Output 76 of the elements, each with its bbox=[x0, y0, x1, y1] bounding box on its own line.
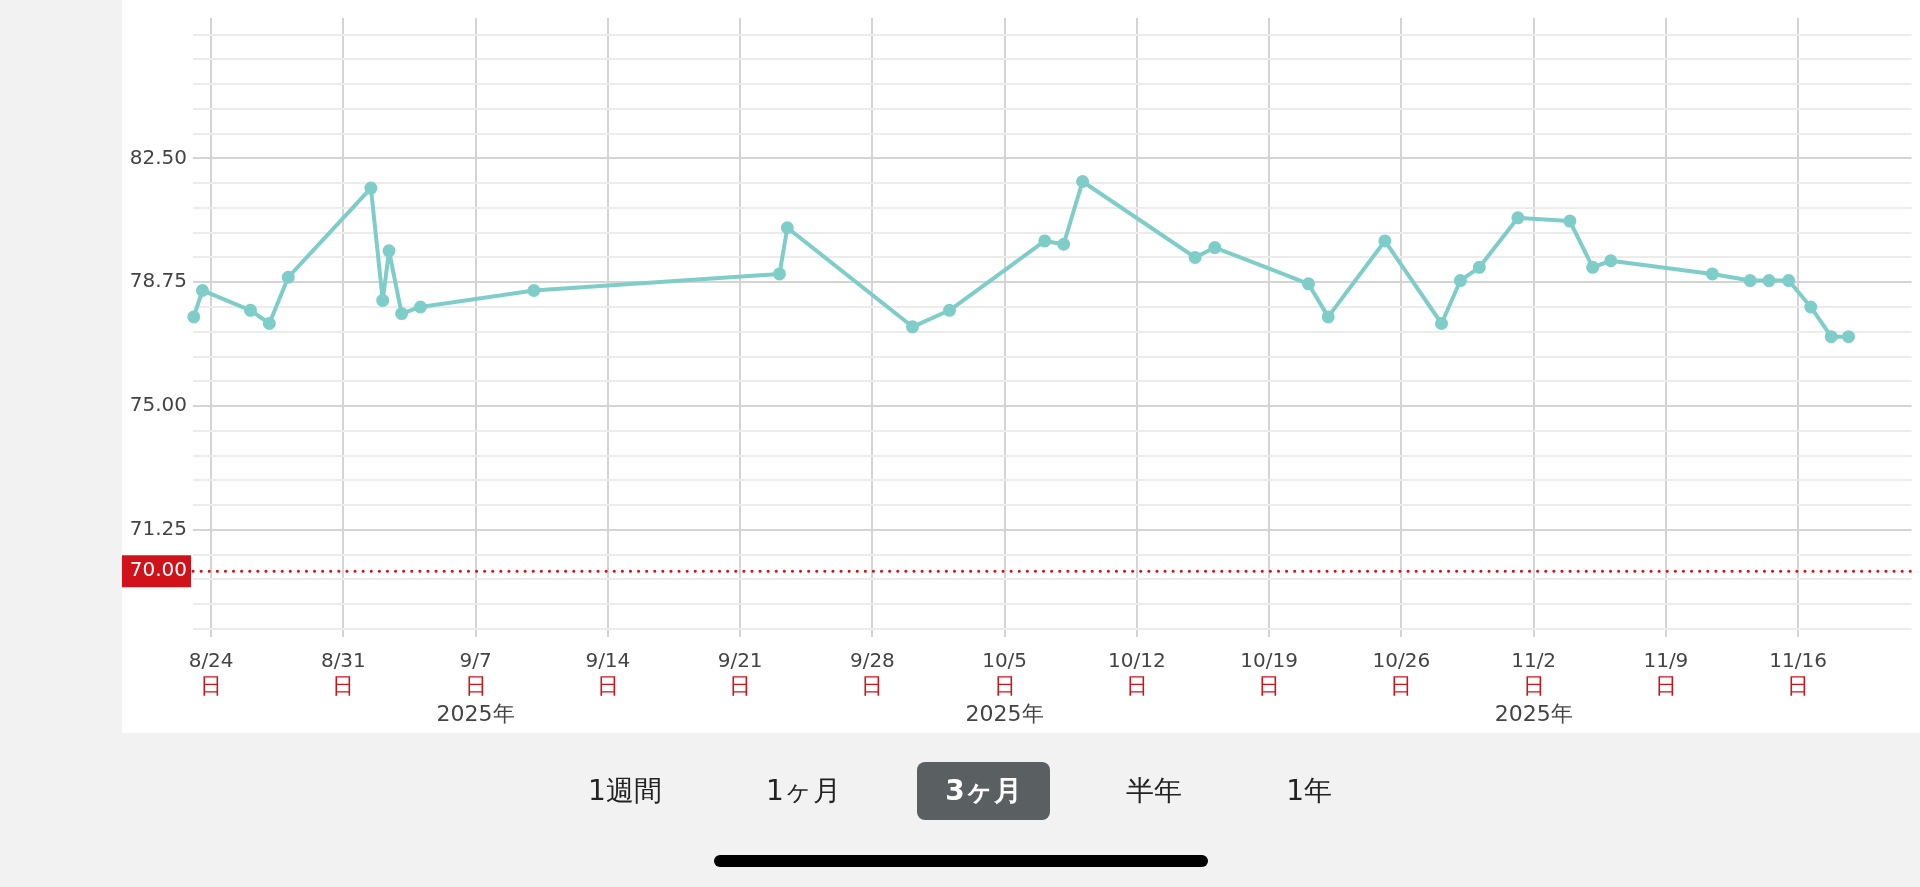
x-tick-label: 8/31 bbox=[320, 648, 366, 673]
text: 日 bbox=[1654, 672, 1677, 698]
text: 日 bbox=[1522, 672, 1545, 698]
x-tick-label: 8/24 bbox=[188, 648, 234, 673]
point bbox=[382, 244, 396, 258]
text: 2025年 bbox=[1494, 700, 1573, 726]
point bbox=[906, 320, 920, 334]
point bbox=[1604, 254, 1618, 268]
x-tick-label: 9/14 bbox=[585, 648, 631, 673]
x-tick-label: 9/7 bbox=[459, 648, 492, 673]
point bbox=[243, 303, 257, 317]
text: 日 bbox=[596, 672, 619, 698]
x-tick-label: 10/26 bbox=[1372, 648, 1431, 673]
point bbox=[262, 317, 276, 330]
point bbox=[1804, 300, 1818, 314]
x-tick-label: 11/9 bbox=[1643, 648, 1689, 673]
point bbox=[772, 267, 786, 281]
x-tick-label: 10/12 bbox=[1108, 648, 1166, 673]
y-tick-label: 78.75 bbox=[129, 268, 187, 293]
text: 1週間 bbox=[587, 773, 663, 809]
x-tick-label: 9/21 bbox=[717, 648, 763, 673]
point bbox=[1057, 237, 1071, 251]
point bbox=[1472, 260, 1486, 274]
text: 日 bbox=[1787, 672, 1810, 698]
text: 日 bbox=[464, 672, 487, 698]
point bbox=[1563, 214, 1577, 228]
point bbox=[1076, 174, 1090, 188]
text: 日 bbox=[1258, 672, 1281, 698]
text: 日 bbox=[1125, 672, 1148, 698]
point bbox=[195, 283, 209, 297]
point bbox=[187, 310, 201, 324]
text: 1年 bbox=[1285, 773, 1333, 809]
text: 日 bbox=[332, 672, 355, 698]
point bbox=[1511, 211, 1525, 225]
x-tick-label: 9/28 bbox=[849, 648, 895, 673]
text: 2025年 bbox=[436, 700, 515, 726]
point bbox=[1762, 274, 1776, 288]
y-tick-label: 75.00 bbox=[129, 392, 187, 417]
point bbox=[414, 300, 428, 314]
y-tick-label: 82.50 bbox=[129, 144, 187, 169]
x-tick-label: 10/19 bbox=[1240, 648, 1298, 673]
point bbox=[1435, 317, 1449, 330]
point bbox=[1188, 250, 1202, 264]
point bbox=[527, 283, 541, 297]
point bbox=[1824, 330, 1838, 344]
point bbox=[943, 303, 957, 317]
point bbox=[1586, 260, 1600, 274]
point bbox=[376, 293, 390, 307]
point bbox=[281, 270, 295, 284]
point bbox=[1705, 267, 1719, 281]
text: 半年 bbox=[1124, 773, 1183, 809]
point bbox=[1782, 274, 1796, 288]
point bbox=[1453, 274, 1467, 288]
x-tick-label: 11/16 bbox=[1769, 648, 1827, 673]
point bbox=[1208, 241, 1222, 255]
point bbox=[1301, 277, 1315, 291]
x-tick-label: 11/2 bbox=[1511, 648, 1557, 673]
text: 1ヶ月 bbox=[765, 773, 842, 809]
point bbox=[1321, 310, 1335, 324]
x-tick-label: 10/5 bbox=[982, 648, 1028, 673]
point bbox=[395, 307, 409, 321]
text: 日 bbox=[993, 672, 1016, 698]
text: 日 bbox=[1390, 672, 1413, 698]
ref-line-label: 70.00 bbox=[129, 557, 187, 582]
point bbox=[780, 221, 794, 235]
point bbox=[1743, 274, 1757, 288]
text: 日 bbox=[861, 672, 884, 698]
text: 2025年 bbox=[965, 700, 1044, 726]
point bbox=[1842, 330, 1856, 344]
point bbox=[364, 181, 378, 195]
text: 日 bbox=[729, 672, 752, 698]
point bbox=[1038, 234, 1052, 248]
text: 日 bbox=[200, 672, 223, 698]
y-tick-label: 71.25 bbox=[129, 516, 187, 541]
text: 3ヶ月 bbox=[917, 762, 1050, 820]
point bbox=[1378, 234, 1392, 248]
